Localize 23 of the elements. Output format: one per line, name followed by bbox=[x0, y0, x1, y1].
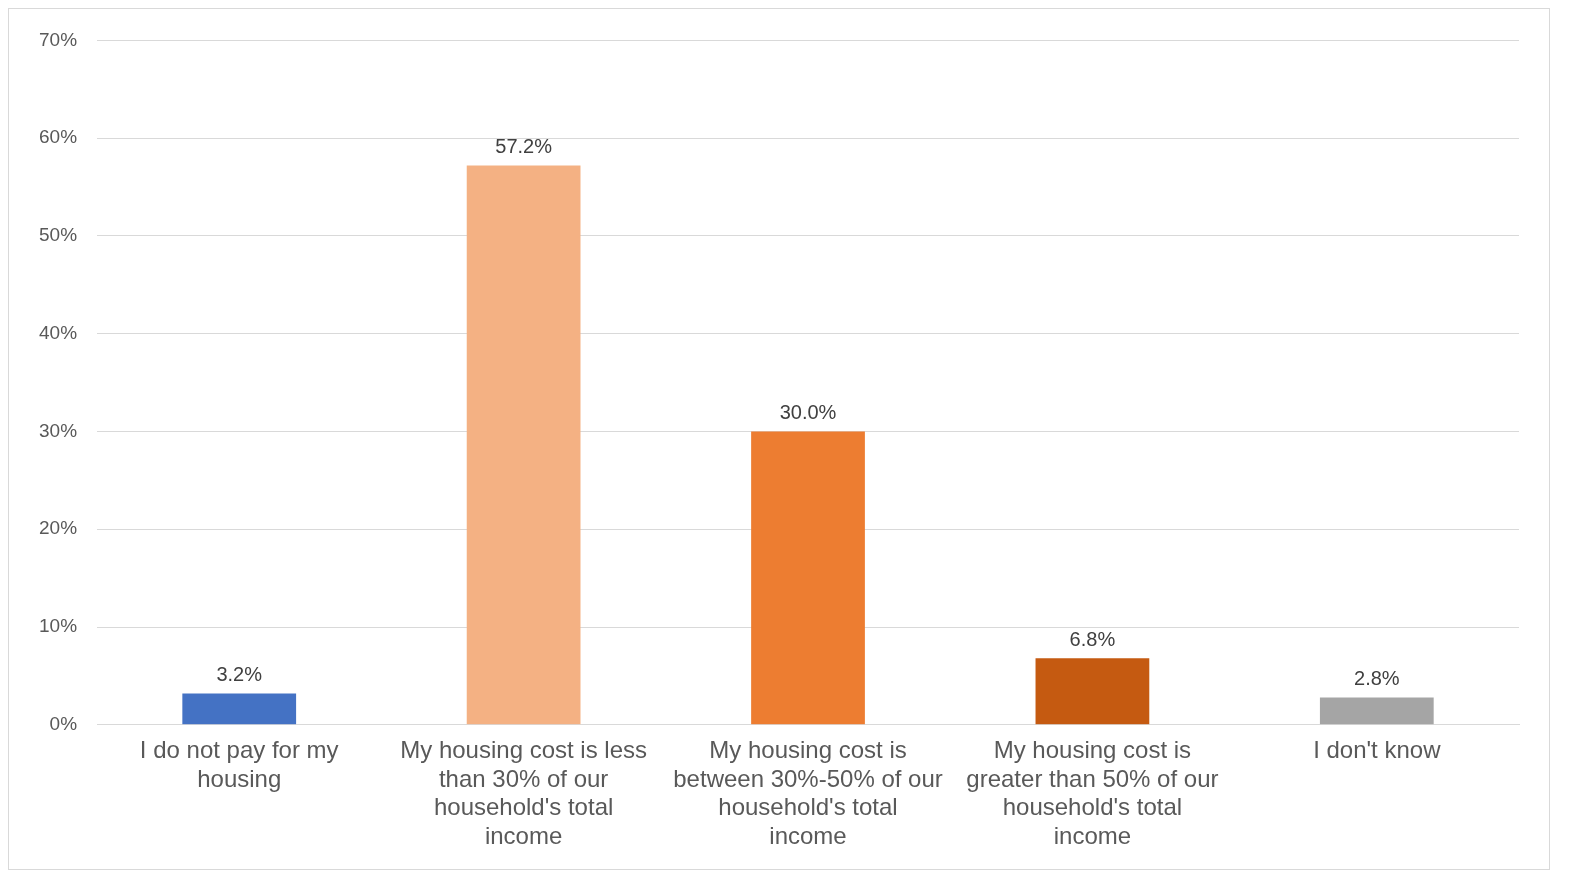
x-tick-label: I do not pay for my housing bbox=[139, 735, 339, 792]
data-label: 3.2% bbox=[216, 663, 263, 686]
data-label: 2.8% bbox=[1354, 666, 1400, 689]
bar bbox=[1319, 697, 1434, 725]
y-tick-label: 20% bbox=[39, 517, 78, 539]
data-label: 57.2% bbox=[495, 135, 553, 158]
x-tick-label: I don't know bbox=[1313, 735, 1442, 763]
bar bbox=[751, 431, 865, 725]
y-tick-label: 70% bbox=[39, 28, 78, 50]
data-label: 6.8% bbox=[1069, 627, 1116, 650]
bar bbox=[466, 165, 581, 725]
bar bbox=[182, 693, 297, 725]
y-tick-label: 0% bbox=[49, 713, 78, 735]
y-tick-label: 40% bbox=[39, 321, 78, 343]
y-tick-label: 60% bbox=[39, 126, 78, 148]
x-tick-label: My housing cost is less than 30% of our household's total income bbox=[400, 735, 647, 850]
y-tick-label: 10% bbox=[39, 615, 78, 637]
y-tick-label: 50% bbox=[39, 224, 78, 246]
x-tick-label: My housing cost is between 30%-50% of our household's total income bbox=[673, 735, 943, 850]
x-tick-label: My housing cost is greater than 50% of our household's total income bbox=[966, 735, 1219, 850]
data-label: 30.0% bbox=[779, 401, 837, 423]
y-tick-label: 30% bbox=[39, 419, 78, 441]
bar bbox=[1035, 658, 1150, 725]
